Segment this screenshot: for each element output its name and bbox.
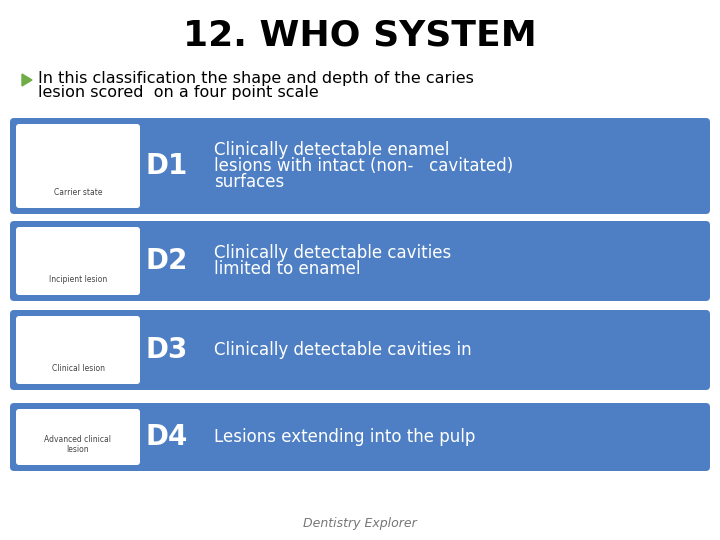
- Text: D3: D3: [146, 336, 189, 364]
- Text: lesions with intact (non-   cavitated): lesions with intact (non- cavitated): [214, 157, 513, 175]
- Text: In this classification the shape and depth of the caries: In this classification the shape and dep…: [38, 71, 474, 85]
- Text: Carrier state: Carrier state: [54, 188, 102, 197]
- Text: D2: D2: [146, 247, 189, 275]
- Text: surfaces: surfaces: [214, 173, 284, 191]
- FancyBboxPatch shape: [10, 118, 710, 214]
- Polygon shape: [22, 74, 32, 86]
- Text: D1: D1: [146, 152, 188, 180]
- FancyBboxPatch shape: [16, 316, 140, 384]
- FancyBboxPatch shape: [16, 409, 140, 465]
- FancyBboxPatch shape: [16, 124, 140, 208]
- Text: Clinically detectable enamel: Clinically detectable enamel: [214, 141, 449, 159]
- Text: Clinically detectable cavities: Clinically detectable cavities: [214, 244, 451, 262]
- FancyBboxPatch shape: [10, 221, 710, 301]
- Text: D4: D4: [146, 423, 189, 451]
- Text: Clinically detectable cavities in: Clinically detectable cavities in: [214, 341, 472, 359]
- FancyBboxPatch shape: [16, 227, 140, 295]
- Text: Lesions extending into the pulp: Lesions extending into the pulp: [214, 428, 475, 446]
- FancyBboxPatch shape: [10, 310, 710, 390]
- FancyBboxPatch shape: [10, 403, 710, 471]
- Text: 12. WHO SYSTEM: 12. WHO SYSTEM: [183, 18, 537, 52]
- Text: Clinical lesion: Clinical lesion: [52, 364, 104, 373]
- Text: limited to enamel: limited to enamel: [214, 260, 361, 278]
- Text: Dentistry Explorer: Dentistry Explorer: [303, 517, 417, 530]
- Text: Incipient lesion: Incipient lesion: [49, 275, 107, 284]
- Text: lesion scored  on a four point scale: lesion scored on a four point scale: [38, 84, 319, 99]
- Text: Advanced clinical
lesion: Advanced clinical lesion: [45, 435, 112, 454]
